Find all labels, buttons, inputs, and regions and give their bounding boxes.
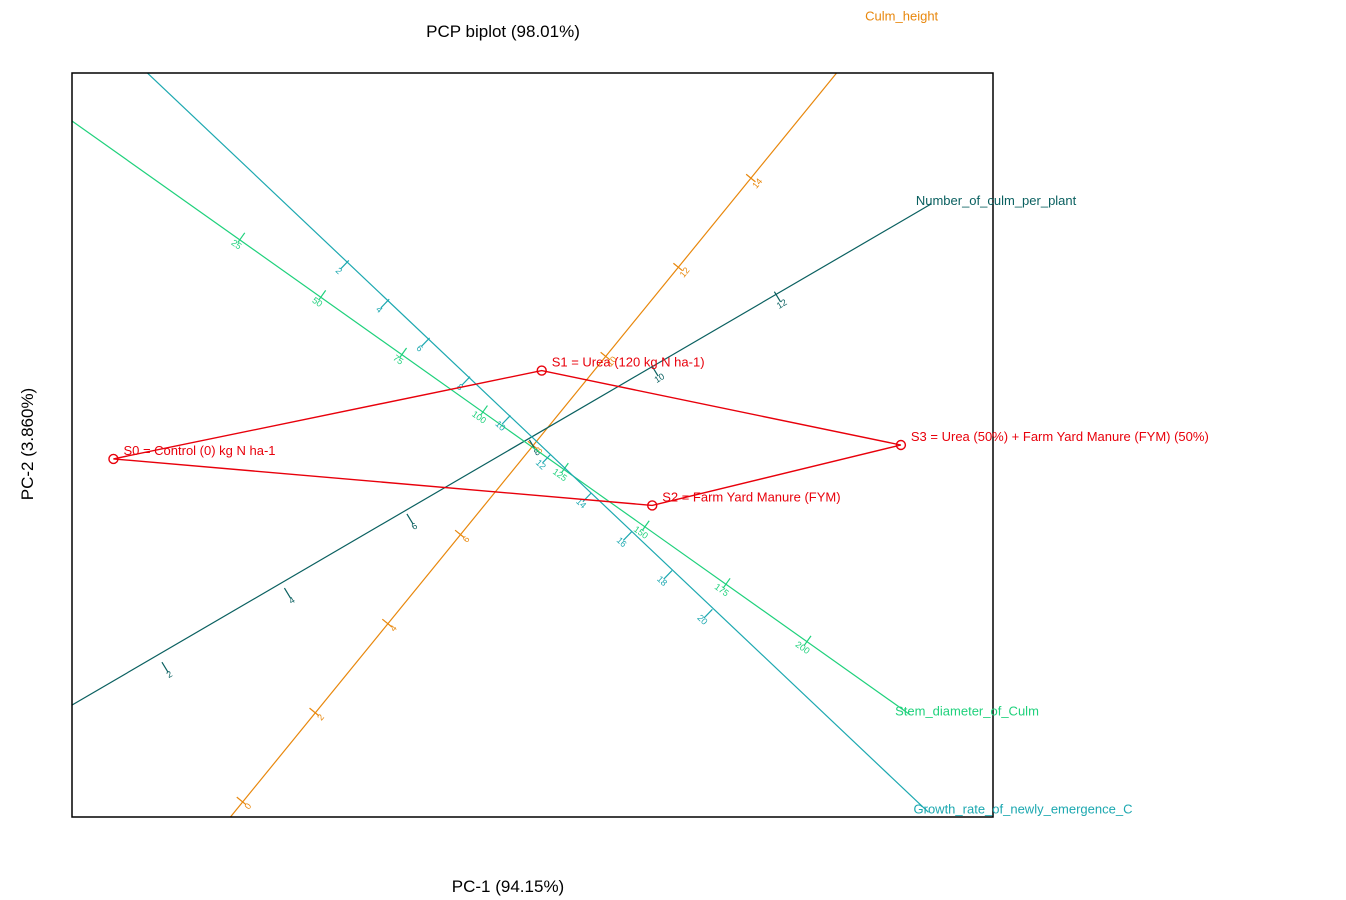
tick-growth-rate-of-newly-emergence-c-18 bbox=[663, 570, 673, 580]
x-axis-label: PC-1 (94.15%) bbox=[452, 877, 564, 896]
tick-growth-rate-of-newly-emergence-c-6 bbox=[420, 337, 431, 348]
tick-label-growth-rate-of-newly-emergence-c-20: 20 bbox=[695, 613, 709, 627]
tick-label-stem-diameter-of-culm-25: 25 bbox=[229, 238, 243, 252]
variable-label-number-of-culm-per-plant: Number_of_culm_per_plant bbox=[916, 193, 1077, 208]
tick-label-growth-rate-of-newly-emergence-c-16: 16 bbox=[615, 535, 629, 549]
tick-culm-height-10 bbox=[600, 351, 611, 361]
chart-title: PCP biplot (98.01%) bbox=[426, 22, 580, 41]
tick-number-of-culm-per-plant-4 bbox=[283, 587, 292, 599]
variable-label-growth-rate-of-newly-emergence-c: Growth_rate_of_newly_emergence_C bbox=[914, 801, 1133, 816]
tick-stem-diameter-of-culm-150 bbox=[641, 520, 650, 531]
tick-label-number-of-culm-per-plant-12: 12 bbox=[775, 297, 789, 311]
tick-label-culm-height-2: 2 bbox=[315, 712, 326, 722]
tick-growth-rate-of-newly-emergence-c-16 bbox=[622, 531, 633, 541]
tick-culm-height-6 bbox=[454, 529, 465, 539]
tick-culm-height-2 bbox=[309, 707, 320, 717]
treatment-label-s2: S2 = Farm Yard Manure (FYM) bbox=[662, 489, 840, 504]
tick-stem-diameter-of-culm-50 bbox=[318, 290, 327, 301]
treatment-point-s0 bbox=[108, 453, 119, 465]
variable-axis-culm-height bbox=[229, 73, 838, 817]
variable-label-culm-height: Culm_height bbox=[865, 9, 938, 24]
treatment-label-s3: S3 = Urea (50%) + Farm Yard Manure (FYM)… bbox=[911, 429, 1209, 444]
tick-label-culm-height-0: 0 bbox=[242, 801, 253, 811]
variable-axis-number-of-culm-per-plant bbox=[72, 203, 932, 706]
tick-stem-diameter-of-culm-25 bbox=[237, 232, 246, 243]
tick-label-culm-height-6: 6 bbox=[461, 534, 472, 544]
tick-culm-height-12 bbox=[673, 262, 684, 272]
tick-label-number-of-culm-per-plant-4: 4 bbox=[287, 595, 296, 606]
tick-label-culm-height-8: 8 bbox=[534, 445, 545, 455]
tick-label-number-of-culm-per-plant-2: 2 bbox=[165, 669, 174, 680]
tick-label-growth-rate-of-newly-emergence-c-4: 4 bbox=[374, 304, 385, 315]
tick-stem-diameter-of-culm-100 bbox=[479, 405, 488, 416]
tick-label-number-of-culm-per-plant-6: 6 bbox=[410, 521, 419, 532]
treatment-point-s2 bbox=[647, 500, 658, 511]
tick-culm-height-0 bbox=[236, 796, 247, 806]
treatment-label-s0: S0 = Control (0) kg N ha-1 bbox=[123, 443, 275, 458]
variable-axis-growth-rate-of-newly-emergence-c bbox=[146, 73, 929, 813]
tick-label-stem-diameter-of-culm-150: 150 bbox=[632, 524, 650, 541]
tick-number-of-culm-per-plant-6 bbox=[406, 513, 414, 525]
tick-label-number-of-culm-per-plant-10: 10 bbox=[652, 371, 666, 385]
tick-number-of-culm-per-plant-2 bbox=[161, 661, 169, 673]
tick-growth-rate-of-newly-emergence-c-8 bbox=[461, 376, 471, 386]
variable-labels: Culm_height Number_of_culm_per_plant Stem_… bbox=[865, 9, 1132, 817]
variable-label-stem-diameter-of-culm: Stem_diameter_of_Culm bbox=[895, 704, 1039, 719]
treatment-labels: S0 = Control (0) kg N ha-1 S1 = Urea (120… bbox=[108, 355, 1209, 511]
tick-label-culm-height-10: 10 bbox=[605, 354, 619, 368]
tick-number-of-culm-per-plant-10 bbox=[651, 365, 659, 377]
tick-growth-rate-of-newly-emergence-c-20 bbox=[703, 608, 713, 619]
tick-label-stem-diameter-of-culm-75: 75 bbox=[391, 353, 405, 367]
tick-label-stem-diameter-of-culm-175: 175 bbox=[713, 582, 731, 599]
tick-label-stem-diameter-of-culm-50: 50 bbox=[310, 295, 324, 309]
tick-stem-diameter-of-culm-200 bbox=[803, 635, 812, 647]
tick-growth-rate-of-newly-emergence-c-2 bbox=[340, 259, 350, 270]
plot-frame bbox=[71, 72, 994, 818]
tick-label-growth-rate-of-newly-emergence-c-6: 6 bbox=[414, 343, 425, 354]
tick-growth-rate-of-newly-emergence-c-12 bbox=[542, 453, 552, 464]
tick-label-culm-height-4: 4 bbox=[388, 623, 399, 633]
tick-growth-rate-of-newly-emergence-c-4 bbox=[380, 298, 390, 309]
variable-axis-stem-diameter-of-culm bbox=[72, 120, 911, 716]
tick-culm-height-14 bbox=[745, 173, 756, 183]
y-axis-label: PC-2 (3.860%) bbox=[18, 388, 37, 500]
variable-vectors: 0246810121424681012255075100125150175200… bbox=[72, 73, 932, 817]
tick-label-growth-rate-of-newly-emergence-c-18: 18 bbox=[655, 574, 669, 588]
tick-label-culm-height-12: 12 bbox=[678, 265, 692, 279]
tick-label-stem-diameter-of-culm-100: 100 bbox=[470, 409, 488, 426]
tick-growth-rate-of-newly-emergence-c-10 bbox=[501, 415, 511, 425]
treatment-point-s1 bbox=[536, 365, 547, 376]
tick-label-growth-rate-of-newly-emergence-c-2: 2 bbox=[334, 265, 345, 276]
tick-stem-diameter-of-culm-75 bbox=[399, 347, 408, 359]
treatment-hull bbox=[113, 369, 902, 507]
tick-label-number-of-culm-per-plant-8: 8 bbox=[532, 447, 541, 458]
tick-label-culm-height-14: 14 bbox=[750, 176, 764, 190]
tick-stem-diameter-of-culm-175 bbox=[722, 577, 731, 589]
tick-number-of-culm-per-plant-12 bbox=[773, 291, 782, 303]
treatment-point-s3 bbox=[895, 439, 907, 451]
treatment-label-s1: S1 = Urea (120 kg N ha-1) bbox=[552, 355, 705, 370]
tick-culm-height-4 bbox=[381, 618, 392, 628]
tick-label-stem-diameter-of-culm-200: 200 bbox=[794, 639, 812, 656]
treatment-polygon bbox=[113, 369, 902, 507]
